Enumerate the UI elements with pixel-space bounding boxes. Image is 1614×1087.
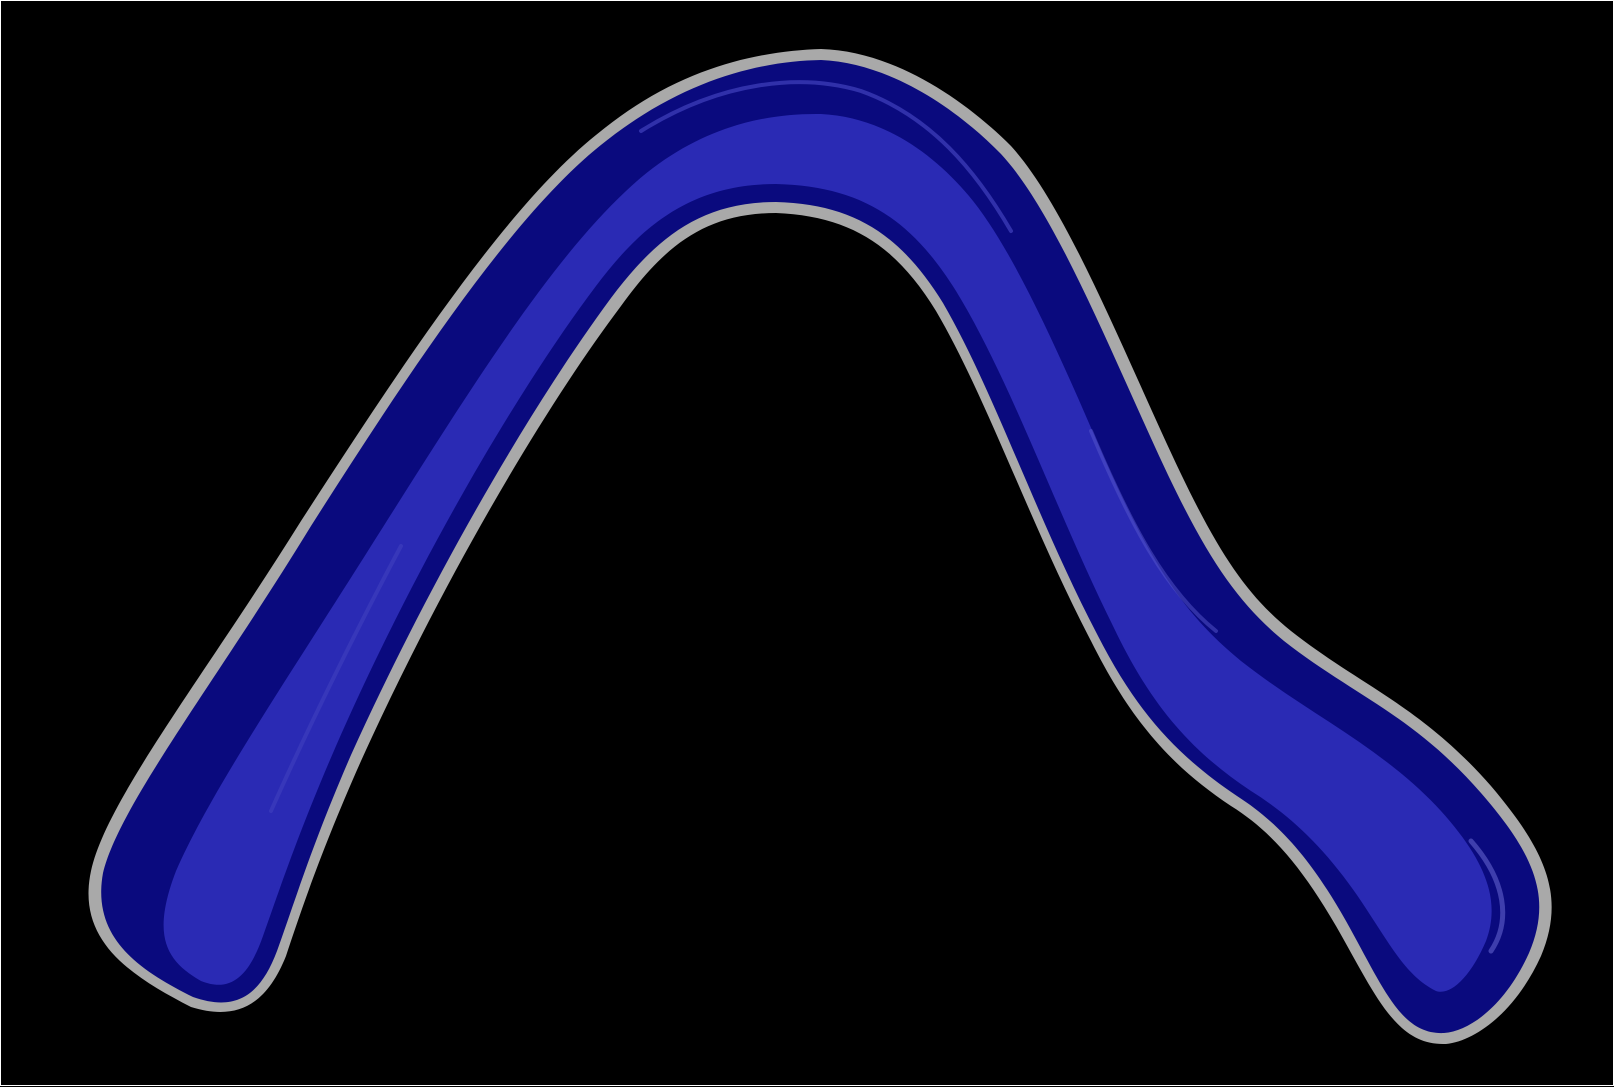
boomerang-gloss-line-tip bbox=[1468, 838, 1506, 954]
boomerang-outline bbox=[88, 49, 1552, 1045]
boomerang-highlight-surface bbox=[163, 113, 1492, 992]
boomerang-gloss-line-left bbox=[269, 544, 403, 813]
boomerang-gloss-line-right bbox=[1089, 429, 1218, 633]
boomerang-body bbox=[101, 60, 1540, 1034]
boomerang-gloss-line-upper bbox=[639, 80, 1013, 233]
